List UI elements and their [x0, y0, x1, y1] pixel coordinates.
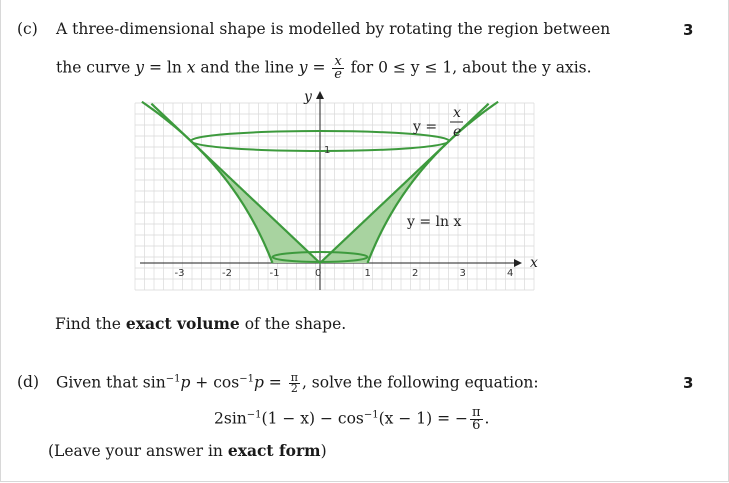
part-d-equation: 2sin−1(1 − x) − cos−1(x − 1) = − π 6.	[214, 405, 490, 433]
top-ellipse	[189, 130, 451, 152]
line-label-y: y =	[412, 119, 437, 135]
x-tick-label: 0	[315, 268, 321, 279]
y-tick-label: 1	[324, 145, 330, 156]
bottom-ellipse	[271, 251, 369, 263]
curve-ln-x-mirror	[141, 100, 274, 264]
x-tick-label: -2	[222, 268, 232, 279]
curve-label: y = ln x	[406, 214, 461, 230]
part-c-label: (c)	[17, 20, 38, 38]
part-d-label: (d)	[17, 373, 40, 391]
part-d-marks: 3	[683, 374, 694, 392]
part-d-leave-text: (Leave your answer in exact form)	[48, 441, 327, 460]
y-axis-arrow	[316, 91, 324, 99]
line-label-num: x	[453, 105, 461, 121]
x-tick-label: 2	[412, 268, 418, 279]
x-tick-label: 4	[507, 268, 513, 279]
part-c-marks: 3	[683, 21, 694, 39]
x-tick-label: 1	[365, 268, 371, 279]
x-axis-arrow	[514, 259, 522, 267]
y-axis-label: y	[303, 89, 313, 105]
x-axis-label: x	[530, 255, 538, 271]
line-label-den: e	[453, 124, 461, 140]
part-c-line1: A three-dimensional shape is modelled by…	[56, 20, 611, 38]
curve-ln-x	[366, 100, 499, 264]
graph: -3 -2 -1 0 1 2 3 4 1 y x y = x e y = ln x	[130, 85, 550, 304]
x-tick-label: -1	[270, 268, 280, 279]
x-tick-label: -3	[175, 268, 185, 279]
x-tick-label: 3	[460, 268, 466, 279]
part-c-find-text: Find the exact volume of the shape.	[55, 314, 347, 333]
